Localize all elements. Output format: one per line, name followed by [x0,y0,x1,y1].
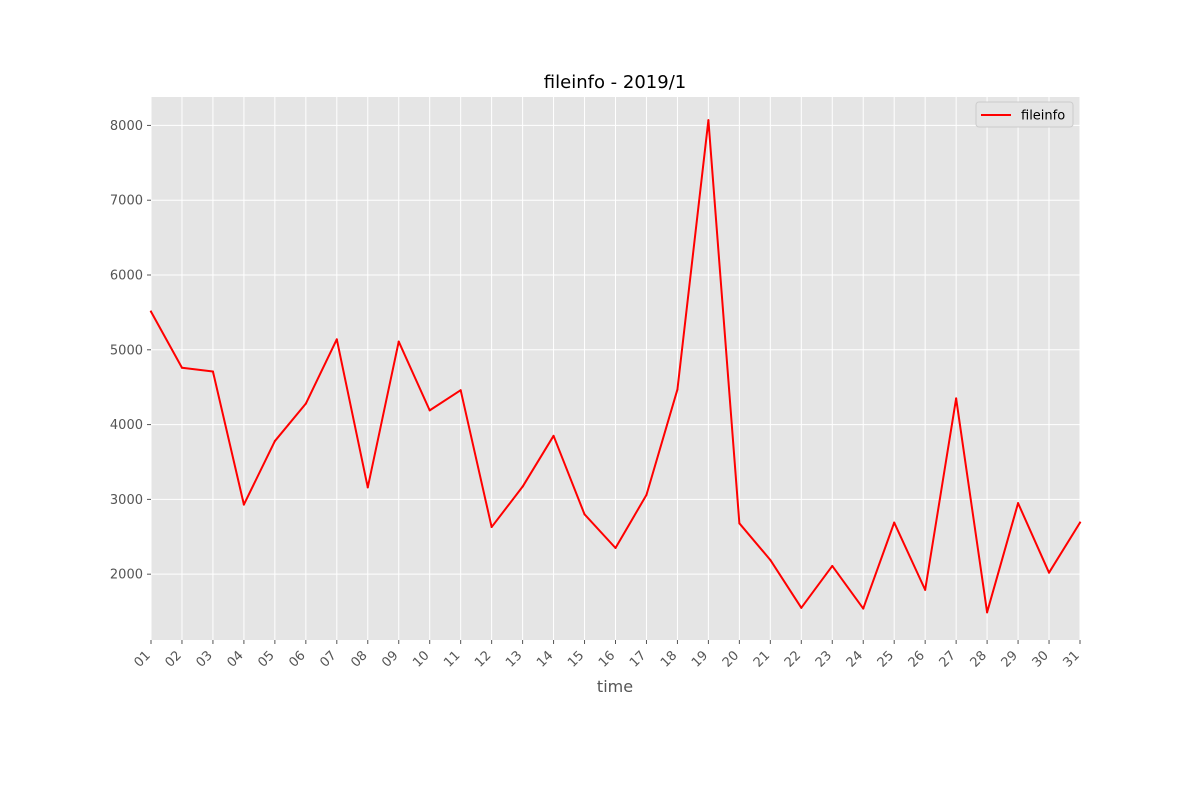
x-tick-label: 09 [379,648,401,670]
data-point [986,611,989,614]
series-layer [149,119,1082,614]
data-point [862,607,865,610]
y-tick-label: 8000 [110,119,143,134]
x-tick-label: 20 [720,648,742,670]
y-tick-label: 2000 [110,568,143,583]
x-tick-label: 02 [162,648,184,670]
data-point [180,366,183,369]
data-point [831,564,834,567]
x-tick-label: 28 [968,648,990,670]
legend: fileinfo [975,101,1074,128]
data-point [242,503,245,506]
data-point [273,440,276,443]
y-tick-label: 7000 [110,194,143,209]
data-point [769,558,772,561]
x-tick-label: 01 [132,648,154,670]
x-tick-label: 16 [596,648,618,670]
data-point [738,522,741,525]
grid-lines [150,97,1081,640]
data-point [150,310,152,313]
data-point [583,513,586,516]
data-point [304,402,307,405]
x-axis: 01 02 03 04 05 06 07 08 09 10 11 12 13 14 15 16 17 18 19 20… [132,640,1083,671]
data-point [1048,571,1051,574]
data-point [676,388,679,391]
data-point [893,521,896,524]
y-tick-label: 4000 [110,418,143,433]
x-tick-label: 03 [193,648,215,670]
x-tick-label: 25 [875,648,897,670]
x-axis-label: time [597,677,633,696]
x-tick-label: 18 [658,648,680,670]
x-tick-label: 07 [317,648,339,670]
data-point [397,340,400,343]
x-tick-label: 04 [224,648,246,670]
x-tick-label: 21 [751,648,773,670]
x-tick-label: 13 [503,648,525,670]
x-tick-label: 30 [1030,648,1052,670]
data-point [924,588,927,591]
data-point [428,409,431,412]
data-point [211,370,214,373]
data-point [1079,521,1081,524]
chart-title: fileinfo - 2019/1 [544,72,686,93]
y-tick-label: 3000 [110,493,143,508]
data-point [707,119,710,122]
x-tick-label: 29 [999,648,1021,670]
data-point [800,606,803,609]
y-axis: 2000 3000 4000 5000 6000 7000 8000 [110,119,151,583]
data-point [366,486,369,489]
x-tick-label: 05 [255,648,277,670]
x-tick-label: 10 [410,648,432,670]
data-point [955,397,958,400]
x-tick-label: 19 [689,648,711,670]
x-tick-label: 14 [534,648,556,670]
x-tick-label: 06 [286,648,308,670]
y-tick-label: 6000 [110,269,143,284]
data-point [645,493,648,496]
x-tick-label: 27 [937,648,959,670]
legend-box [975,101,1074,128]
data-point [614,547,617,550]
x-tick-label: 17 [627,648,649,670]
x-tick-label: 23 [813,648,835,670]
x-tick-label: 15 [565,648,587,670]
x-tick-label: 08 [348,648,370,670]
x-tick-label: 26 [906,648,928,670]
x-tick-label: 12 [472,648,494,670]
data-point [459,389,462,392]
x-tick-label: 24 [844,648,866,670]
data-point [1017,502,1020,505]
legend-label-fileinfo: fileinfo [1021,109,1065,124]
x-tick-label: 22 [782,648,804,670]
data-point [552,434,555,437]
y-tick-label: 5000 [110,343,143,358]
x-tick-label: 31 [1061,648,1083,670]
data-point [521,485,524,488]
data-point [335,338,338,341]
data-point [490,526,493,529]
x-tick-label: 11 [441,648,463,670]
